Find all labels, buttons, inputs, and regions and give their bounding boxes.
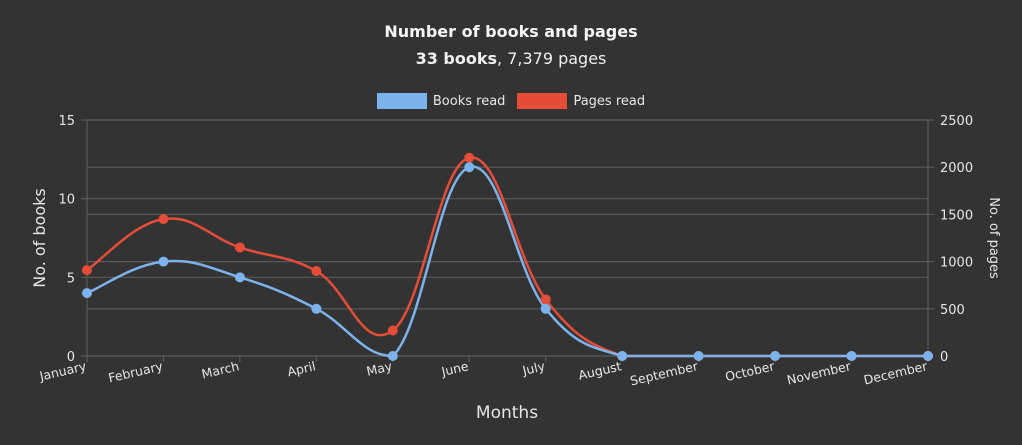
x-tick-label: March xyxy=(200,358,241,381)
x-tick-label: December xyxy=(862,358,929,387)
books-data-point[interactable] xyxy=(770,351,781,361)
y-right-tick-label: 0 xyxy=(940,350,948,365)
y-right-tick-label: 1500 xyxy=(940,208,973,223)
books-total: 33 books xyxy=(415,49,498,68)
books-data-point[interactable] xyxy=(617,351,628,361)
y-left-tick-label: 15 xyxy=(58,114,75,129)
pages-data-point[interactable] xyxy=(158,214,169,225)
pages-read-line xyxy=(86,156,928,358)
legend-item-books[interactable]: Books read xyxy=(376,93,506,109)
legend-label-books: Books read xyxy=(432,93,506,109)
x-tick-label: January xyxy=(37,358,88,384)
y-left-tick-label: 0 xyxy=(67,350,75,365)
x-tick-label: August xyxy=(577,358,623,382)
books-data-point[interactable] xyxy=(693,351,704,361)
y-right-tick-label: 2000 xyxy=(940,161,973,176)
y-right-tick-label: 1000 xyxy=(940,256,973,271)
books-data-point[interactable] xyxy=(846,351,857,361)
books-data-point[interactable] xyxy=(387,351,398,361)
x-tick-label: June xyxy=(439,358,470,379)
books-data-point[interactable] xyxy=(234,272,245,283)
books-swatch-icon xyxy=(376,93,427,109)
x-tick-label: October xyxy=(724,358,777,384)
x-tick-label: April xyxy=(286,358,317,379)
y-left-tick-label: 5 xyxy=(67,271,75,286)
books-data-point[interactable] xyxy=(923,351,933,361)
x-tick-label: July xyxy=(520,358,547,378)
books-data-point[interactable] xyxy=(158,256,169,267)
y-left-axis-title: No. of books xyxy=(30,188,49,288)
books-data-point[interactable] xyxy=(311,303,322,314)
chart-subtitle: 33 books, 7,379 pages xyxy=(0,49,1022,68)
chart-title: Number of books and pages xyxy=(384,22,638,41)
x-tick-label: May xyxy=(365,358,394,379)
legend-item-pages[interactable]: Pages read xyxy=(517,93,645,109)
books-data-point[interactable] xyxy=(82,288,92,299)
pages-total: , 7,379 pages xyxy=(497,49,607,68)
pages-data-point[interactable] xyxy=(311,266,322,277)
pages-swatch-icon xyxy=(517,93,568,109)
chart-legend: Books read Pages read xyxy=(0,93,1022,109)
books-data-point[interactable] xyxy=(464,162,475,173)
x-axis-title: Months xyxy=(476,403,538,423)
x-tick-label: November xyxy=(785,358,853,387)
y-right-tick-label: 500 xyxy=(940,303,965,318)
pages-data-point[interactable] xyxy=(540,294,551,305)
legend-label-pages: Pages read xyxy=(573,93,646,109)
x-tick-label: February xyxy=(107,358,165,385)
pages-data-point[interactable] xyxy=(387,325,398,336)
pages-data-point[interactable] xyxy=(464,152,475,163)
y-right-tick-label: 2500 xyxy=(940,114,973,129)
y-right-axis-title: No. of pages xyxy=(986,197,1001,279)
books-data-point[interactable] xyxy=(540,303,551,314)
pages-data-point[interactable] xyxy=(234,242,245,253)
x-tick-label: September xyxy=(629,358,701,388)
y-left-tick-label: 10 xyxy=(58,193,75,208)
pages-data-point[interactable] xyxy=(82,265,92,276)
